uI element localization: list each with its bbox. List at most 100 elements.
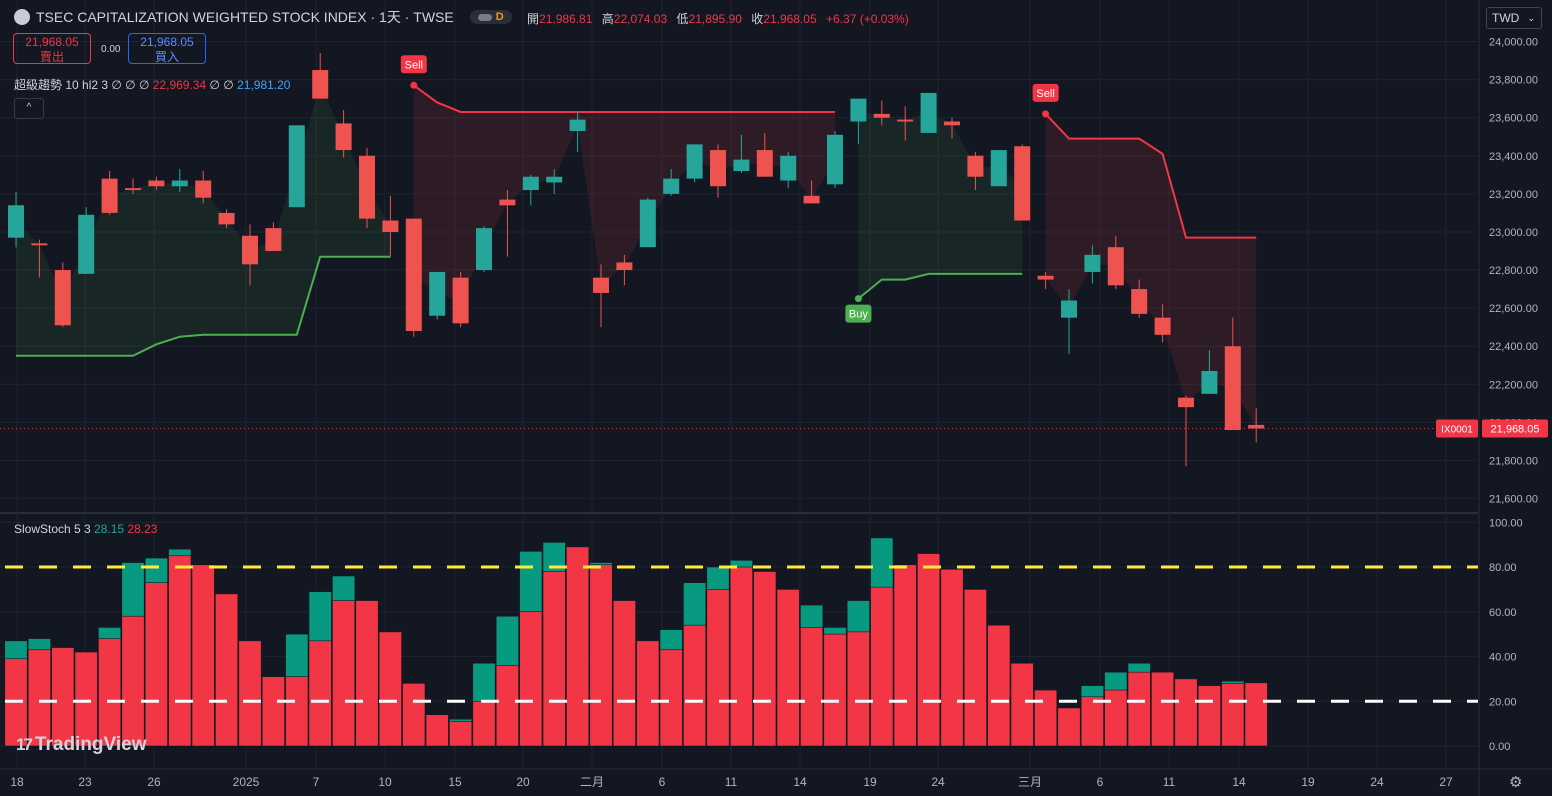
time-tick-label: 10 — [378, 775, 392, 789]
candle-body — [429, 271, 446, 316]
stoch-d-bar — [402, 683, 426, 747]
candle-body — [288, 125, 305, 208]
stoch-name[interactable]: SlowStoch 5 3 — [14, 522, 91, 536]
symbol-header[interactable]: TSEC CAPITALIZATION WEIGHTED STOCK INDEX… — [14, 7, 512, 27]
sell-signal-label-bg — [1032, 83, 1059, 102]
stoch-d-value: 28.23 — [127, 522, 158, 536]
stoch-tick-label: 20.00 — [1489, 696, 1517, 708]
supertrend-lines — [16, 84, 1257, 357]
stoch-d-bar — [729, 566, 753, 747]
stoch-d-bar — [612, 600, 636, 747]
last-price-value-bg — [1482, 419, 1548, 438]
stoch-d-bar — [753, 571, 777, 747]
stoch-d-bar — [285, 676, 309, 747]
candle-body — [756, 150, 773, 177]
stoch-d-bar — [987, 624, 1011, 747]
candle-body — [780, 155, 797, 181]
stoch-tick-label: 80.00 — [1489, 562, 1517, 574]
currency-select[interactable]: TWD ⌄ — [1486, 7, 1542, 29]
price-tick-label: 22,600.00 — [1489, 303, 1538, 315]
supertrend-fill-up — [858, 110, 1023, 299]
toggle-pill-icon — [477, 13, 492, 21]
candle-body — [569, 119, 586, 132]
symbol-title[interactable]: TSEC CAPITALIZATION WEIGHTED STOCK INDEX… — [36, 9, 454, 25]
supertrend-line-down — [1044, 113, 1257, 239]
candle-body — [827, 134, 843, 185]
price-tick-label: 24,000.00 — [1489, 37, 1538, 49]
change-value: +6.37 (+0.03%) — [826, 12, 909, 26]
price-tick-label: 23,200.00 — [1489, 189, 1538, 201]
sell-button[interactable]: 21,968.05 賣出 — [13, 33, 91, 64]
time-tick-label: 6 — [1097, 775, 1104, 789]
indicator-placeholders-2: ∅ ∅ — [209, 78, 234, 92]
stoch-d-bar — [98, 638, 122, 747]
supertrend-line-up — [16, 255, 391, 357]
stoch-tick-label: 100.00 — [1489, 517, 1523, 529]
stoch-legend[interactable]: SlowStoch 5 3 28.15 28.23 — [14, 522, 157, 536]
indicator-placeholders: ∅ ∅ ∅ — [111, 78, 150, 92]
candle-body — [31, 243, 48, 246]
candle-body — [101, 178, 118, 213]
high-label: 高 — [601, 12, 614, 26]
stoch-tick-label: 60.00 — [1489, 607, 1517, 619]
candle-body — [195, 180, 212, 198]
buy-button[interactable]: 21,968.05 買入 — [128, 33, 206, 64]
stoch-d-bar — [308, 640, 332, 747]
symbol-logo-icon — [14, 9, 30, 25]
stoch-d-bar — [519, 611, 543, 747]
market-status-badge[interactable]: D — [469, 10, 512, 24]
price-tick-label: 22,400.00 — [1489, 341, 1538, 353]
indicator-value-up: 21,981.20 — [237, 78, 291, 92]
time-tick-label: 20 — [516, 775, 530, 789]
indicator-name[interactable]: 超級趨勢 10 hl2 3 — [14, 78, 109, 92]
supertrend-fill — [16, 84, 1257, 427]
chevron-up-icon: ^ — [26, 102, 32, 113]
candle-body — [1154, 317, 1171, 335]
buy-signal-label-bg — [845, 304, 872, 323]
signal-dot — [1042, 110, 1050, 118]
tradingview-logo[interactable]: 17 TradingView — [16, 734, 147, 756]
stoch-d-bar — [27, 649, 51, 747]
buy-label: 買入 — [154, 50, 179, 64]
supertrend-fill-up — [16, 84, 391, 356]
collapse-legend-button[interactable]: ^ — [14, 98, 44, 119]
stoch-d-bar — [1151, 671, 1175, 747]
time-tick-label: 19 — [1301, 775, 1315, 789]
supertrend-legend[interactable]: 超級趨勢 10 hl2 3 ∅ ∅ ∅ 22,969.34 ∅ ∅ 21,981… — [14, 76, 290, 93]
time-tick-label: 26 — [147, 775, 161, 789]
open-value: 21,986.81 — [539, 12, 593, 26]
sell-signal-label-bg — [400, 55, 427, 74]
stoch-d-bar — [495, 665, 519, 747]
axes: 21,600.0021,800.0022,000.0022,200.0022,4… — [10, 37, 1548, 789]
time-tick-label: 2025 — [233, 775, 260, 789]
time-tick-label: 24 — [931, 775, 945, 789]
stoch-d-bar — [1080, 696, 1104, 747]
buy-price: 21,968.05 — [140, 35, 194, 49]
close-label: 收 — [751, 12, 764, 26]
candle-body — [639, 199, 656, 248]
price-tick-label: 22,200.00 — [1489, 379, 1538, 391]
stoch-d-bar — [776, 589, 800, 747]
candle-body — [499, 199, 516, 206]
time-tick-label: 18 — [10, 775, 24, 789]
candle-body — [522, 176, 539, 191]
stoch-k-value: 28.15 — [94, 522, 125, 536]
candle-body — [405, 218, 422, 331]
time-tick-label: 二月 — [580, 775, 604, 789]
price-tick-label: 21,800.00 — [1489, 456, 1538, 468]
time-tick-label: 14 — [1232, 775, 1246, 789]
stoch-d-bar — [706, 589, 730, 747]
last-price-symbol-tag: IX0001 — [1441, 424, 1473, 435]
stoch-d-bar — [823, 633, 847, 747]
stoch-d-bar — [846, 631, 870, 747]
stoch-d-bar — [1010, 662, 1034, 747]
settings-gear-icon[interactable]: ⚙ — [1509, 774, 1523, 791]
candle-body — [476, 228, 492, 271]
sell-label: 賣出 — [39, 50, 64, 64]
stoch-d-bar — [870, 586, 894, 747]
stoch-d-bar — [1197, 685, 1221, 747]
close-value: 21,968.05 — [763, 12, 817, 26]
high-value: 22,074.03 — [613, 12, 668, 26]
candle-body — [850, 98, 867, 122]
